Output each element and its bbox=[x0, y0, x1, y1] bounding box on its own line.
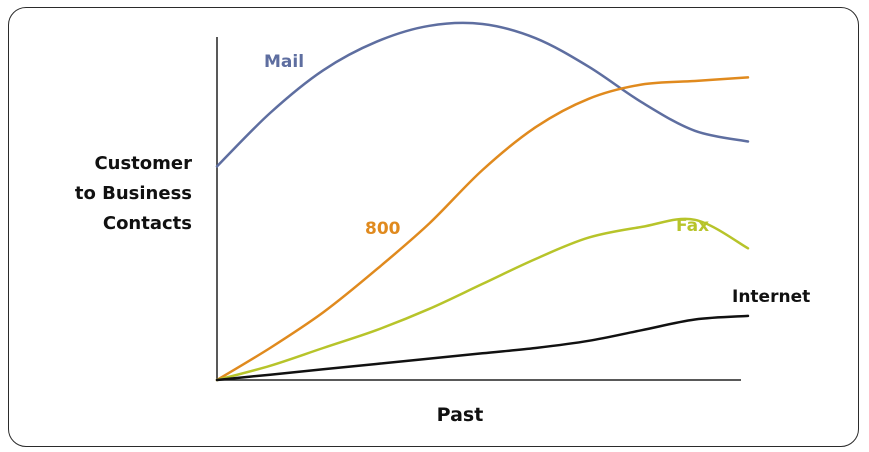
series-line-mail bbox=[215, 21, 750, 168]
series-label-800: 800 bbox=[365, 219, 401, 239]
series-line-800 bbox=[215, 76, 750, 382]
series-label-internet: Internet bbox=[732, 287, 810, 307]
y-axis-label-line: Contacts bbox=[102, 213, 192, 234]
series-label-mail: Mail bbox=[264, 52, 304, 72]
y-axis-label: Customer to Business Contacts bbox=[20, 149, 192, 239]
series-line-internet bbox=[215, 314, 750, 382]
y-axis-label-line: Customer bbox=[94, 153, 192, 174]
y-axis-label-line: to Business bbox=[74, 183, 192, 204]
series-label-fax: Fax bbox=[676, 216, 709, 236]
x-axis-label: Past bbox=[436, 404, 484, 426]
series-line-fax bbox=[215, 217, 750, 382]
